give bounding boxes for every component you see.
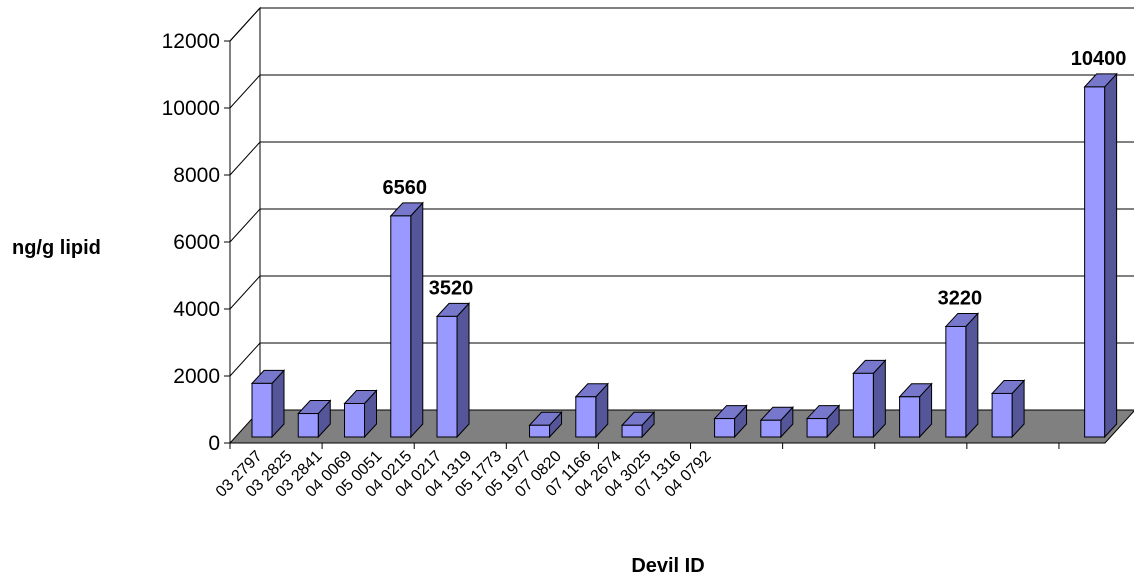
bar (297, 399, 332, 439)
gridline (229, 74, 1134, 109)
bar-front (760, 419, 782, 438)
bar-front (344, 403, 366, 438)
data-label: 10400 (1071, 48, 1127, 70)
grid-layer: 0 2000 4000 6000 8000 10000 12000 (162, 6, 1134, 455)
bar-front (852, 372, 874, 438)
bar-front (297, 413, 319, 438)
y-tick-label: 6000 (173, 231, 220, 254)
bar-side (456, 302, 470, 439)
gridline (229, 7, 1134, 42)
bar-front (1084, 86, 1106, 438)
bar (250, 369, 286, 439)
data-label: 3220 (938, 287, 983, 309)
bar (528, 410, 563, 439)
bar (759, 405, 794, 439)
bar (944, 312, 979, 439)
y-tick-label: 8000 (173, 164, 220, 187)
data-label: 6560 (383, 177, 428, 199)
bar-front (714, 418, 736, 438)
bar (713, 404, 748, 439)
bar-front (251, 382, 273, 438)
y-tick-label: 4000 (173, 298, 220, 321)
bar-front (436, 315, 458, 438)
bar (435, 302, 471, 439)
y-tick-label: 10000 (162, 97, 220, 120)
bar (574, 382, 609, 439)
bar (1083, 72, 1118, 439)
bar-side (1104, 72, 1118, 439)
bar (805, 404, 841, 439)
bar-front (806, 418, 828, 438)
bar (990, 379, 1026, 439)
bar-front (529, 424, 551, 438)
y-tick-label: 0 (208, 432, 220, 455)
gridline (229, 342, 1134, 377)
bar-front (390, 215, 412, 438)
bar (852, 359, 887, 439)
bar (620, 410, 656, 439)
x-axis-title: Devil ID (631, 555, 704, 577)
bar-side (965, 312, 979, 439)
bar (343, 389, 378, 439)
bar-front (991, 392, 1013, 438)
y-tick-label: 12000 (162, 30, 220, 53)
bar-front (621, 424, 643, 438)
bar-front (945, 325, 967, 438)
bar (898, 382, 933, 439)
y-axis-title: ng/g lipid (12, 237, 101, 259)
bar (389, 201, 424, 439)
gridline (229, 208, 1134, 243)
bar-front (575, 396, 597, 438)
gridline (229, 141, 1134, 176)
gridline (229, 275, 1134, 310)
bar-front (899, 396, 921, 438)
bars-layer (250, 72, 1118, 439)
data-label: 3520 (429, 277, 474, 299)
bar-side (410, 201, 424, 439)
y-tick-label: 2000 (173, 365, 220, 388)
